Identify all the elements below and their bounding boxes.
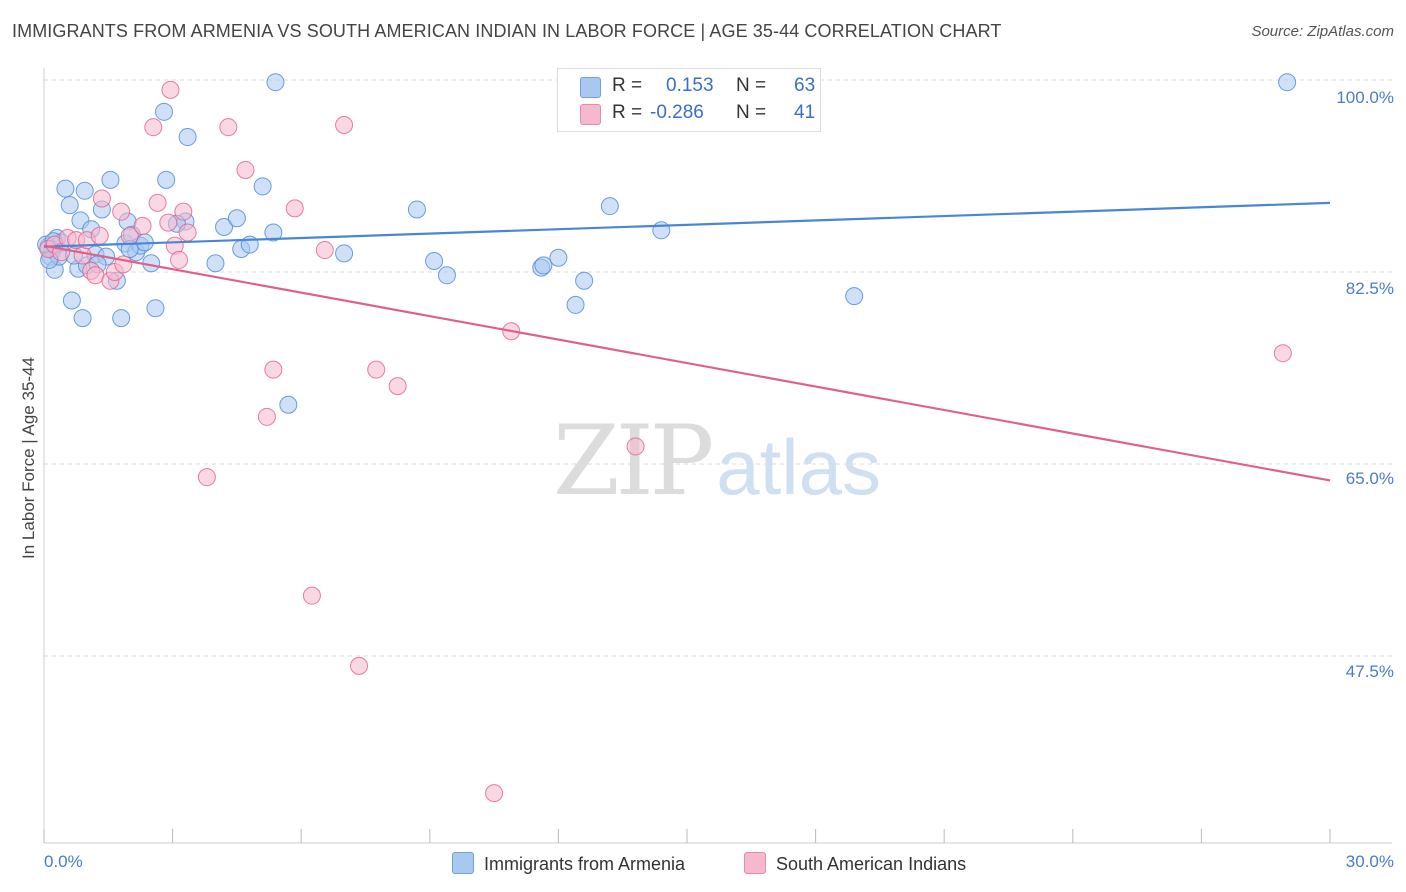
- point-south-american: [73, 246, 92, 265]
- bottom-legend-swatch-armenia: [452, 852, 474, 874]
- legend-r-label: R =: [612, 102, 643, 123]
- bottom-legend-label-south-american: South American Indians: [776, 854, 967, 874]
- point-south-american: [148, 193, 167, 212]
- point-south-american: [170, 250, 189, 269]
- point-south-american: [1273, 344, 1292, 363]
- point-armenia: [425, 252, 444, 271]
- point-armenia: [652, 221, 671, 240]
- point-armenia: [60, 196, 79, 215]
- point-south-american: [161, 80, 180, 99]
- point-armenia: [549, 248, 568, 267]
- point-armenia: [157, 170, 176, 189]
- point-south-american: [144, 118, 163, 137]
- trend-line-south-american: [43, 244, 1331, 482]
- point-south-american: [485, 784, 504, 803]
- point-south-american: [178, 223, 197, 242]
- legend-r-value: -0.286: [650, 102, 704, 123]
- y-tick-label-47-5: 47.5%: [1345, 662, 1394, 681]
- point-armenia: [407, 200, 426, 219]
- point-south-american: [302, 586, 321, 605]
- point-south-american: [159, 213, 178, 232]
- point-armenia: [101, 170, 120, 189]
- point-south-american: [197, 468, 216, 487]
- legend-r-label: R =: [612, 75, 643, 96]
- legend: R = 0.153 N = 63 R = -0.286 N = 41: [557, 68, 821, 132]
- bottom-legend-label-armenia: Immigrants from Armenia: [484, 854, 686, 874]
- point-south-american: [264, 360, 283, 379]
- point-south-american: [90, 226, 109, 245]
- point-armenia: [437, 266, 456, 285]
- point-armenia: [279, 395, 298, 414]
- point-armenia: [335, 244, 354, 263]
- point-armenia: [600, 197, 619, 216]
- point-armenia: [146, 299, 165, 318]
- point-armenia: [56, 179, 75, 198]
- y-tick-label-65: 65.0%: [1345, 469, 1394, 488]
- point-armenia: [566, 295, 585, 314]
- legend-swatch-south-american: [580, 104, 601, 125]
- point-armenia: [155, 102, 174, 121]
- point-armenia: [206, 254, 225, 273]
- point-south-american: [257, 407, 276, 426]
- chart-title: IMMIGRANTS FROM ARMENIA VS SOUTH AMERICA…: [12, 21, 1002, 41]
- point-south-american: [236, 160, 255, 179]
- y-tick-label-82-5: 82.5%: [1345, 279, 1394, 298]
- point-armenia: [845, 287, 864, 306]
- point-armenia: [575, 271, 594, 290]
- point-armenia: [75, 181, 94, 200]
- point-armenia: [215, 218, 234, 237]
- point-south-american: [133, 216, 152, 235]
- point-south-american: [92, 189, 111, 208]
- legend-swatch-armenia: [580, 77, 601, 98]
- point-south-american: [350, 656, 369, 675]
- legend-n-label: N =: [736, 102, 767, 123]
- x-tick-label-max: 30.0%: [1345, 852, 1394, 871]
- point-south-american: [112, 202, 131, 221]
- bottom-legend-swatch-south-american: [744, 852, 766, 874]
- point-south-american: [315, 241, 334, 260]
- point-armenia: [178, 128, 197, 147]
- point-south-american: [219, 118, 238, 137]
- point-south-american: [388, 377, 407, 396]
- point-south-american: [285, 199, 304, 218]
- source-credit: Source: ZipAtlas.com: [1251, 23, 1394, 40]
- point-armenia: [1278, 73, 1297, 92]
- bottom-legend-armenia: Immigrants from Armenia: [452, 852, 685, 875]
- point-armenia: [227, 209, 246, 228]
- point-south-american: [335, 115, 354, 134]
- point-armenia: [73, 309, 92, 328]
- point-south-american: [367, 360, 386, 379]
- bottom-legend-south-american: South American Indians: [744, 852, 966, 875]
- legend-n-value: 41: [794, 102, 816, 123]
- y-tick-label-100: 100.0%: [1336, 88, 1394, 107]
- trend-line-armenia: [43, 201, 1331, 248]
- point-armenia: [253, 177, 272, 196]
- point-armenia: [112, 309, 131, 328]
- x-tick-label-min: 0.0%: [44, 852, 83, 871]
- point-armenia: [62, 291, 81, 310]
- legend-n-label: N =: [736, 75, 767, 96]
- point-armenia: [266, 73, 285, 92]
- point-south-american: [86, 266, 105, 285]
- point-south-american: [626, 437, 645, 456]
- point-south-american: [174, 202, 193, 221]
- legend-n-value: 63: [794, 75, 816, 96]
- point-armenia: [534, 256, 553, 275]
- legend-r-value: 0.153: [666, 75, 714, 96]
- point-armenia: [264, 223, 283, 242]
